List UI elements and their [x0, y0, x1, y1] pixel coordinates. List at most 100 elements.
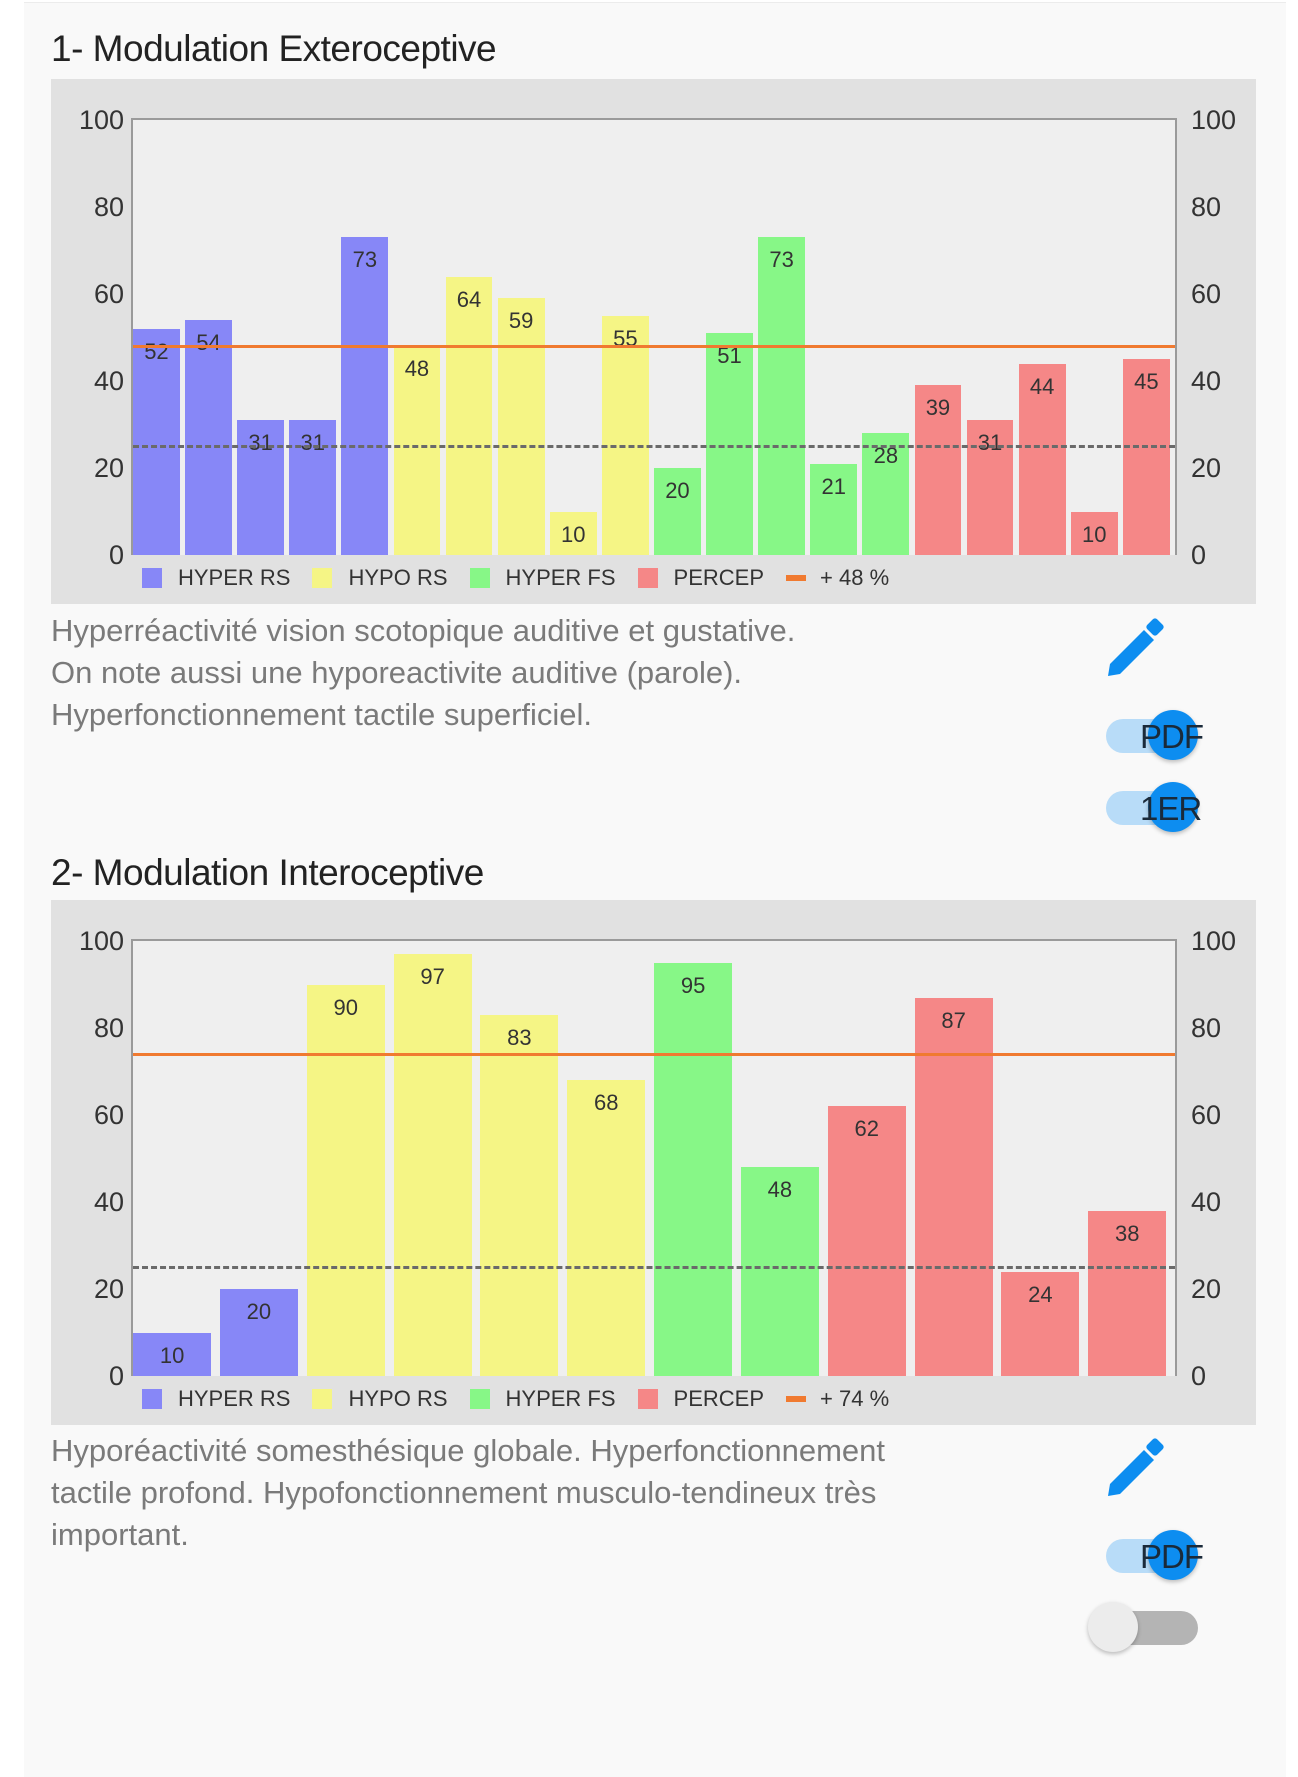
bar-percep: 87 [914, 997, 993, 1376]
bar-hyper-fs: 73 [758, 237, 806, 555]
y-tick-left: 80 [93, 192, 124, 222]
bar-value-label: 45 [1134, 369, 1159, 395]
bar-value-label: 95 [680, 972, 706, 998]
bar-hyper-fs: 20 [654, 468, 701, 555]
legend-item: HYPO RS [312, 1386, 448, 1412]
y-tick-right: 100 [1191, 926, 1237, 956]
legend-label: HYPER FS [505, 565, 616, 590]
bar-value-label: 62 [854, 1116, 879, 1142]
bar-hyper-fs: 51 [706, 333, 753, 555]
chart-legend: HYPER RS HYPO RS HYPER FS PERCEP + 74 % [142, 1386, 911, 1412]
legend-label: HYPER RS [178, 1386, 291, 1411]
legend-swatch [469, 1389, 490, 1409]
toggle-label: 1ER [1140, 790, 1202, 827]
description-line: Hyporéactivité somesthésique globale. Hy… [51, 1433, 886, 1468]
y-tick-left: 100 [78, 105, 124, 135]
bar-hypo-rs: 55 [601, 315, 649, 555]
bar-value-label: 10 [1081, 521, 1107, 547]
bar-value-label: 83 [507, 1024, 532, 1050]
chart-exteroceptive: 52 54 31 31 73 48 64 59 10 55 20 51 73 21 28 39 31 44 10 45… [51, 79, 1256, 604]
bar-value-label: 73 [769, 247, 794, 273]
bar-value-label: 73 [352, 247, 378, 273]
legend-swatch [312, 568, 333, 588]
toggle-1er-exteroceptive[interactable]: 1ER [1098, 776, 1208, 836]
mean-reference-line [133, 345, 1175, 349]
bar-hyper-fs: 95 [654, 962, 733, 1376]
y-tick-right: 80 [1191, 192, 1222, 222]
bar-value-label: 31 [977, 430, 1003, 456]
y-tick-left: 80 [93, 1013, 124, 1043]
threshold-reference-line [133, 1266, 1175, 1270]
bar-hyper-rs: 20 [219, 1289, 298, 1376]
bar-value-label: 20 [665, 478, 690, 503]
legend-label: + 74 % [820, 1386, 890, 1411]
y-tick-right: 80 [1191, 1013, 1222, 1043]
bar-hyper-rs: 31 [289, 420, 337, 555]
bar-value-label: 31 [300, 430, 325, 456]
bar-value-label: 68 [593, 1090, 619, 1116]
bar-hyper-rs: 54 [185, 320, 232, 555]
legend-swatch [142, 1389, 162, 1409]
bar-value-label: 90 [333, 994, 358, 1020]
legend-swatch [469, 568, 490, 588]
legend-label: HYPO RS [348, 565, 448, 590]
bar-hypo-rs: 97 [393, 954, 472, 1376]
legend-label: + 48 % [820, 565, 890, 590]
y-tick-right: 100 [1191, 105, 1237, 135]
legend-label: HYPO RS [348, 1386, 448, 1411]
section-title-exteroceptive: 1- Modulation Exteroceptive [51, 28, 497, 69]
y-tick-right: 20 [1191, 1274, 1222, 1304]
bar-value-label: 59 [508, 308, 534, 334]
bar-percep: 45 [1122, 359, 1170, 555]
y-tick-left: 40 [93, 1187, 124, 1217]
bar-hypo-rs: 90 [306, 984, 385, 1376]
y-tick-right: 20 [1191, 453, 1222, 483]
bar-value-label: 54 [196, 330, 221, 356]
toggle-pdf-exteroceptive[interactable]: PDF [1098, 704, 1208, 764]
toggle-off-interoceptive[interactable] [1088, 1596, 1200, 1656]
bar-hypo-rs: 59 [497, 298, 545, 555]
bar-hyper-rs: 31 [237, 420, 285, 555]
description-interoceptive: Hyporéactivité somesthésique globale. Hy… [51, 1430, 1061, 1556]
legend-item: HYPO RS [312, 565, 448, 591]
toggle-label: PDF [1140, 1538, 1204, 1575]
bar-percep: 62 [827, 1106, 906, 1376]
bar-value-label: 87 [941, 1007, 966, 1033]
chart-interoceptive: 10 20 90 97 83 68 95 48 62 87 24 38 HYPER RS HYPO RS… [51, 900, 1256, 1425]
legend-swatch [312, 1389, 333, 1409]
legend-label: PERCEP [673, 565, 765, 590]
bar-value-label: 10 [560, 521, 586, 547]
legend-swatch [142, 568, 162, 588]
legend-line-swatch [786, 1396, 807, 1402]
description-line: Hyperréactivité vision scotopique auditi… [51, 613, 796, 648]
y-tick-right: 40 [1191, 366, 1222, 396]
bar-hypo-rs: 64 [445, 276, 493, 555]
description-line: Hyperfonctionnement tactile superficiel. [51, 697, 593, 732]
legend-line-swatch [786, 575, 807, 581]
toggle-knob [1088, 1602, 1138, 1652]
bar-value-label: 31 [248, 430, 273, 456]
plot-area: 10 20 90 97 83 68 95 48 62 87 24 38 [131, 939, 1177, 1376]
toggle-knob [1148, 710, 1198, 760]
legend-item: HYPER FS [469, 1386, 616, 1412]
legend-swatch [637, 568, 658, 588]
legend-item: PERCEP [637, 1386, 764, 1412]
mean-reference-line [133, 1053, 1175, 1057]
bar-value-label: 48 [404, 356, 430, 382]
y-tick-left: 60 [93, 279, 124, 309]
bar-hyper-rs: 52 [133, 328, 180, 555]
description-line: important. [51, 1517, 189, 1552]
toggle-pdf-interoceptive[interactable]: PDF [1098, 1524, 1208, 1584]
y-tick-left: 0 [108, 1361, 124, 1391]
y-tick-right: 0 [1191, 1361, 1207, 1391]
plot-area: 52 54 31 31 73 48 64 59 10 55 20 51 73 21 28 39 31 44 10 45 [131, 118, 1177, 555]
y-tick-left: 0 [108, 540, 124, 570]
y-tick-left: 100 [78, 926, 124, 956]
bar-hypo-rs: 10 [549, 511, 597, 555]
bar-hypo-rs: 83 [480, 1014, 559, 1376]
bar-percep: 39 [914, 385, 962, 555]
toggle-knob [1148, 1530, 1198, 1580]
edit-button-interoceptive[interactable] [1100, 1436, 1170, 1506]
edit-button-exteroceptive[interactable] [1100, 616, 1170, 686]
bar-value-label: 44 [1029, 373, 1055, 399]
